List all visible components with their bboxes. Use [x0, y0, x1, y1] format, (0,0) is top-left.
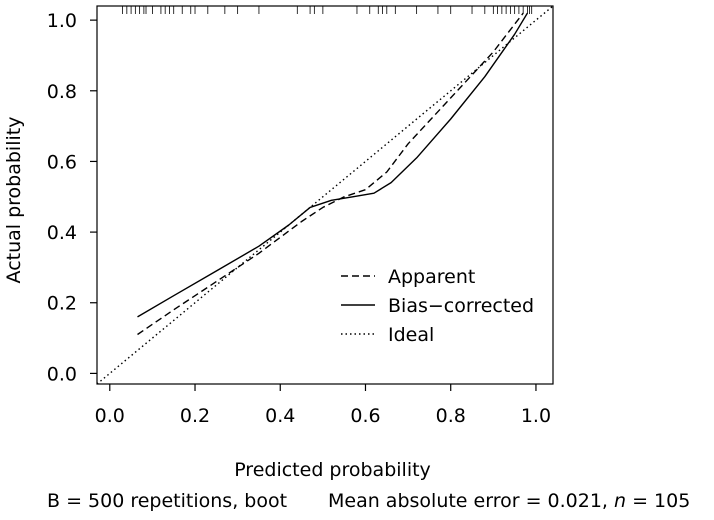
- series-line-dashed: [137, 12, 524, 336]
- y-axis-label: Actual probability: [3, 116, 25, 284]
- n-value: = 105: [626, 490, 691, 512]
- y-tick-label: 0.0: [47, 363, 77, 385]
- x-tick-label: 1.0: [521, 405, 551, 427]
- y-tick-label: 0.2: [47, 293, 77, 315]
- x-tick-label: 0.8: [436, 405, 466, 427]
- x-axis-label: Predicted probability: [234, 459, 431, 481]
- legend-label: Bias−corrected: [388, 295, 534, 317]
- x-axis: 0.0 0.2 0.4 0.6 0.8 1.0: [95, 384, 551, 427]
- y-tick-label: 1.0: [47, 10, 77, 32]
- n-symbol: n: [614, 490, 627, 512]
- x-tick-label: 0.4: [265, 405, 295, 427]
- legend-label: Apparent: [388, 266, 475, 288]
- legend-label: Ideal: [388, 324, 434, 346]
- bootstrap-note: B = 500 repetitions, boot: [47, 490, 288, 512]
- y-tick-label: 0.4: [47, 222, 77, 244]
- legend: Apparent Bias−corrected Ideal: [341, 266, 534, 346]
- y-tick-label: 0.8: [47, 81, 77, 103]
- y-tick-label: 0.6: [47, 151, 77, 173]
- series-line-dotted: [97, 6, 553, 384]
- x-tick-label: 0.0: [95, 405, 125, 427]
- series-layer: [97, 6, 553, 384]
- x-tick-label: 0.2: [180, 405, 210, 427]
- x-tick-label: 0.6: [350, 405, 380, 427]
- y-axis: 0.0 0.2 0.4 0.6 0.8 1.0: [47, 10, 97, 385]
- error-note: Mean absolute error = 0.021, n = 105: [328, 490, 690, 512]
- error-note-text: Mean absolute error = 0.021,: [328, 490, 615, 512]
- rug-plot: [122, 6, 533, 14]
- series-line-solid: [137, 12, 528, 318]
- plot-frame: [96, 5, 554, 385]
